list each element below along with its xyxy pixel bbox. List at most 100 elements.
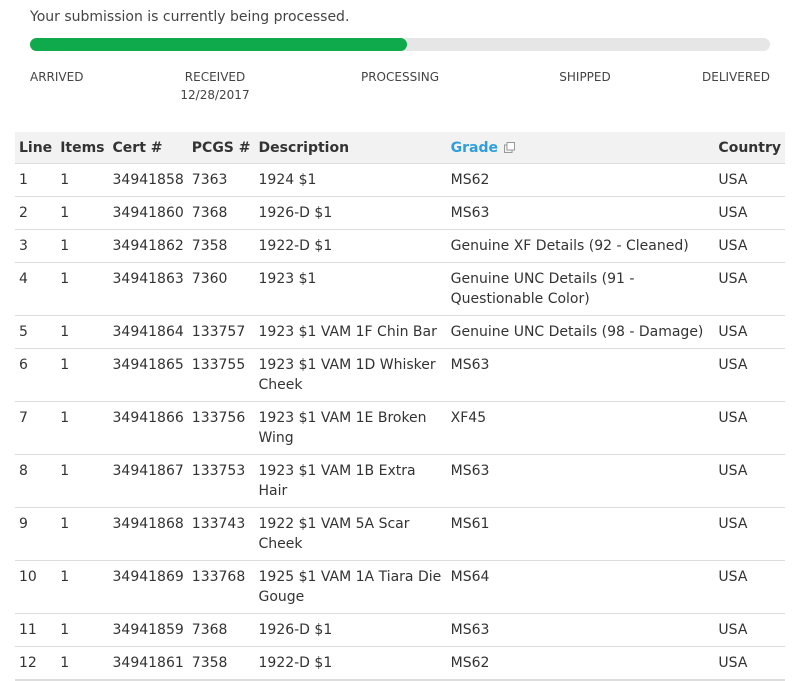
table-row: 7 1 34941866 133756 1923 $1 VAM 1E Broken Wi… [15, 401, 785, 455]
cell-country: USA [714, 348, 785, 402]
header-grade-link[interactable]: Grade [446, 132, 715, 164]
cell-grade: Genuine UNC Details (91 - Questionable C… [446, 262, 715, 316]
cell-items: 1 [56, 401, 109, 455]
cell-pcgs: 7363 [187, 163, 255, 197]
cell-description: 1923 $1 VAM 1F Chin Bar [254, 315, 447, 349]
cell-items: 1 [56, 613, 109, 647]
cell-grade: MS64 [446, 560, 715, 614]
cell-grade: MS63 [446, 348, 715, 402]
table-row: 9 1 34941868 133743 1922 $1 VAM 5A Scar Chee… [15, 507, 785, 561]
cell-pcgs: 7358 [187, 646, 255, 681]
cell-grade: MS63 [446, 613, 715, 647]
cell-description: 1922-D $1 [254, 229, 447, 263]
cell-line: 10 [15, 560, 57, 614]
cell-cert: 34941860 [108, 196, 188, 230]
cell-cert: 34941862 [108, 229, 188, 263]
cell-items: 1 [56, 560, 109, 614]
cell-cert: 34941863 [108, 262, 188, 316]
cell-pcgs: 133757 [187, 315, 255, 349]
cell-line: 12 [15, 646, 57, 681]
cell-pcgs: 133755 [187, 348, 255, 402]
cell-line: 5 [15, 315, 57, 349]
stage-label: PROCESSING [360, 70, 440, 84]
cell-cert: 34941868 [108, 507, 188, 561]
cell-cert: 34941858 [108, 163, 188, 197]
cell-description: 1923 $1 [254, 262, 447, 316]
cell-pcgs: 7358 [187, 229, 255, 263]
cell-country: USA [714, 454, 785, 508]
cell-cert: 34941866 [108, 401, 188, 455]
table-row: 2 1 34941860 7368 1926-D $1 MS63 USA [15, 196, 785, 230]
cell-country: USA [714, 196, 785, 230]
cell-description: 1926-D $1 [254, 196, 447, 230]
progress-bar-fill [30, 38, 408, 51]
cell-country: USA [714, 613, 785, 647]
cell-items: 1 [56, 229, 109, 263]
stage-label: ARRIVED [30, 70, 84, 84]
cell-pcgs: 7360 [187, 262, 255, 316]
table-row: 4 1 34941863 7360 1923 $1 Genuine UNC Details… [15, 262, 785, 316]
cell-description: 1924 $1 [254, 163, 447, 197]
cell-line: 3 [15, 229, 57, 263]
cell-cert: 34941861 [108, 646, 188, 681]
cell-line: 6 [15, 348, 57, 402]
cell-line: 7 [15, 401, 57, 455]
cell-description: 1923 $1 VAM 1B Extra Hair [254, 454, 447, 508]
cell-country: USA [714, 507, 785, 561]
cell-grade: Genuine XF Details (92 - Cleaned) [446, 229, 715, 263]
cell-country: USA [714, 401, 785, 455]
header-grade[interactable]: Grade [450, 139, 499, 156]
stage-label: DELIVERED [702, 70, 770, 84]
cell-line: 8 [15, 454, 57, 508]
cell-items: 1 [56, 262, 109, 316]
cell-line: 4 [15, 262, 57, 316]
cell-line: 2 [15, 196, 57, 230]
stage-arrived: ARRIVED [30, 68, 83, 86]
header-items: Items [56, 132, 109, 164]
header-line: Line [15, 132, 57, 164]
cell-description: 1925 $1 VAM 1A Tiara Die Gouge [254, 560, 447, 614]
stage-delivered: DELIVERED [702, 68, 770, 86]
table-row: 10 1 34941869 133768 1925 $1 VAM 1A Tiara Di… [15, 560, 785, 614]
cell-cert: 34941867 [108, 454, 188, 508]
progress-bar [30, 38, 770, 51]
cell-cert: 34941864 [108, 315, 188, 349]
cell-pcgs: 133743 [187, 507, 255, 561]
cell-cert: 34941869 [108, 560, 188, 614]
cell-country: USA [714, 229, 785, 263]
cell-grade: XF45 [446, 401, 715, 455]
table-header-row: Line Items Cert # PCGS # Description Gra… [15, 132, 785, 164]
cell-grade: MS61 [446, 507, 715, 561]
table-row: 1 1 34941858 7363 1924 $1 MS62 USA [15, 163, 785, 197]
cell-grade: MS63 [446, 454, 715, 508]
cell-country: USA [714, 560, 785, 614]
stage-label: RECEIVED [184, 70, 246, 84]
cell-pcgs: 133768 [187, 560, 255, 614]
status-message: Your submission is currently being proce… [30, 9, 350, 25]
table-row: 12 1 34941861 7358 1922-D $1 MS62 USA [15, 646, 785, 681]
cell-cert: 34941859 [108, 613, 188, 647]
cell-pcgs: 133753 [187, 454, 255, 508]
table-row: 5 1 34941864 133757 1923 $1 VAM 1F Chin Bar G… [15, 315, 785, 349]
cell-grade: MS62 [446, 163, 715, 197]
submission-items-table: Line Items Cert # PCGS # Description Gra… [15, 132, 785, 681]
cell-grade: Genuine UNC Details (98 - Damage) [446, 315, 715, 349]
stage-date: 12/28/2017 [180, 88, 250, 102]
cell-description: 1922 $1 VAM 5A Scar Cheek [254, 507, 447, 561]
cell-pcgs: 7368 [187, 196, 255, 230]
stage-label: SHIPPED [559, 70, 611, 84]
cell-items: 1 [56, 315, 109, 349]
cell-pcgs: 133756 [187, 401, 255, 455]
external-link-icon[interactable] [504, 141, 516, 153]
table-row: 11 1 34941859 7368 1926-D $1 MS63 USA [15, 613, 785, 647]
header-cert: Cert # [108, 132, 188, 164]
cell-items: 1 [56, 163, 109, 197]
cell-items: 1 [56, 646, 109, 681]
cell-items: 1 [56, 196, 109, 230]
progress-stages: ARRIVED RECEIVED 12/28/2017 PROCESSING S… [30, 68, 770, 108]
cell-cert: 34941865 [108, 348, 188, 402]
cell-country: USA [714, 262, 785, 316]
cell-pcgs: 7368 [187, 613, 255, 647]
table-row: 8 1 34941867 133753 1923 $1 VAM 1B Extra Hai… [15, 454, 785, 508]
cell-items: 1 [56, 348, 109, 402]
